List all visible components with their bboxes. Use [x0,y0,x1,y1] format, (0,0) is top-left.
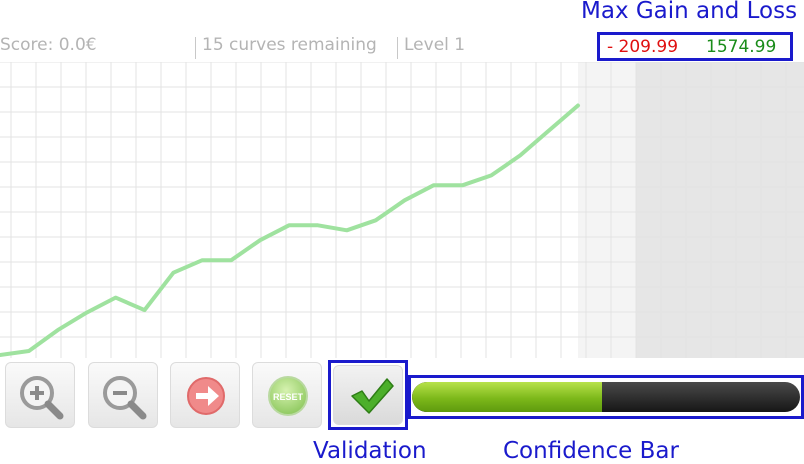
future-region-light [578,62,636,358]
confidence-highlight [408,375,804,419]
status-separator [397,37,398,59]
chart-series [0,103,580,357]
chart-grid [0,62,804,358]
confidence-annotation: Confidence Bar [503,438,679,464]
zoom-in-icon [20,376,64,420]
arrow-right-icon [187,377,225,415]
reset-icon: RESET [268,376,308,416]
max-gain-value: 1574.99 [706,37,777,57]
future-region [578,62,804,358]
curves-remaining-text: 15 curves remaining [202,35,377,55]
max-loss-value: - 209.99 [607,37,679,57]
validation-highlight [328,360,408,430]
reset-label: RESET [273,392,304,402]
confidence-bar-fill [412,382,603,412]
price-curve-line [0,103,580,357]
future-region-dark [635,62,804,358]
confidence-bar[interactable] [412,382,800,412]
price-chart[interactable] [0,62,804,358]
validate-button[interactable] [333,365,403,425]
validation-annotation: Validation [313,438,427,464]
next-curve-button[interactable] [170,362,240,428]
max-gain-loss-annotation: Max Gain and Loss [581,0,798,24]
score-text: Score: 0.0€ [0,35,97,55]
zoom-out-icon [103,376,147,420]
level-text: Level 1 [404,35,466,55]
status-separator [195,37,196,59]
zoom-in-button[interactable] [5,362,75,428]
zoom-out-button[interactable] [88,362,158,428]
check-icon [351,378,394,414]
reset-button[interactable]: RESET [252,362,322,428]
max-gain-loss-box: - 209.99 1574.99 [597,32,793,61]
